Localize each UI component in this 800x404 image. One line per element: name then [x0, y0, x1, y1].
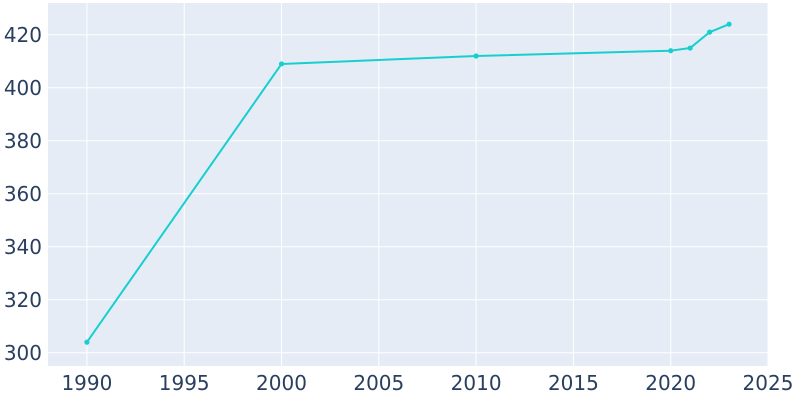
data-point[interactable]	[707, 29, 713, 35]
x-tick-label: 2025	[743, 371, 794, 395]
y-tick-label: 420	[4, 23, 42, 47]
data-point[interactable]	[473, 53, 479, 59]
y-tick-label: 360	[4, 182, 42, 206]
data-point[interactable]	[726, 21, 732, 27]
y-tick-label: 300	[4, 341, 42, 365]
data-point[interactable]	[668, 48, 674, 54]
grid-lines	[48, 3, 769, 366]
plot-area	[48, 3, 768, 366]
x-tick-label: 2020	[645, 371, 696, 395]
x-tick-label: 2015	[548, 371, 599, 395]
data-point[interactable]	[687, 45, 693, 51]
x-tick-label: 2010	[451, 371, 502, 395]
y-tick-label: 380	[4, 129, 42, 153]
x-tick-label: 1995	[159, 371, 210, 395]
y-tick-label: 320	[4, 288, 42, 312]
x-axis-ticks: 1990 1995 2000 2005 2010 2015 2020 2025	[61, 371, 793, 395]
x-tick-label: 2005	[353, 371, 404, 395]
data-point[interactable]	[84, 339, 90, 345]
y-tick-label: 340	[4, 235, 42, 259]
y-tick-label: 400	[4, 76, 42, 100]
y-axis-ticks: 300 320 340 360 380 400 420	[4, 23, 42, 365]
data-point[interactable]	[278, 61, 285, 67]
x-tick-label: 2000	[256, 371, 307, 395]
series-layer	[84, 21, 732, 345]
x-tick-label: 1990	[61, 371, 112, 395]
